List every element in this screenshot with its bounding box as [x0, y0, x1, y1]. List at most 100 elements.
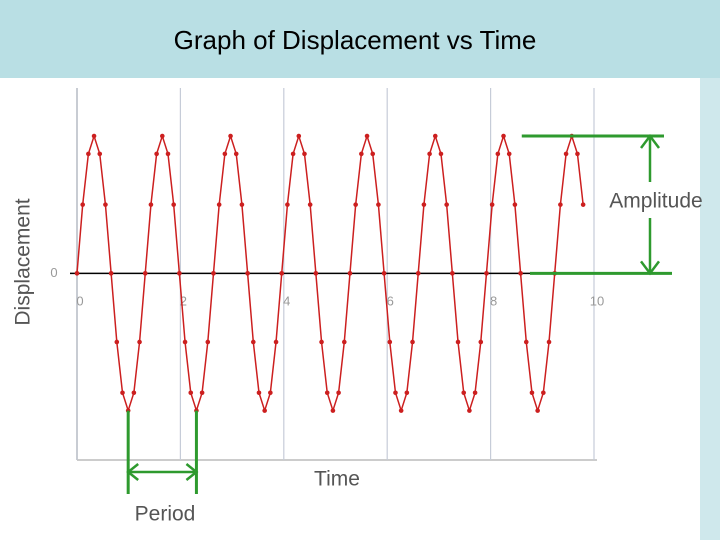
point	[438, 151, 444, 157]
point	[580, 202, 586, 207]
y-tick-label: 0	[50, 265, 57, 280]
point	[324, 390, 330, 396]
point	[523, 339, 529, 345]
amplitude-label: Amplitude	[609, 190, 702, 213]
point	[353, 202, 358, 207]
point	[330, 408, 336, 413]
point	[177, 271, 182, 276]
point	[421, 202, 427, 207]
point	[370, 151, 376, 157]
point	[518, 271, 523, 276]
point	[114, 339, 120, 345]
point	[216, 202, 222, 207]
point	[91, 133, 97, 139]
point	[546, 339, 552, 345]
point	[80, 202, 85, 207]
point	[359, 151, 364, 157]
point	[444, 202, 449, 207]
point	[279, 271, 285, 276]
point	[341, 339, 347, 345]
point	[137, 339, 142, 345]
point	[415, 271, 421, 276]
point	[142, 271, 148, 276]
point	[160, 133, 165, 139]
point	[262, 408, 267, 413]
point	[307, 202, 313, 207]
title-bar	[0, 0, 720, 78]
point	[245, 271, 250, 276]
x-tick-label: 2	[180, 293, 187, 308]
point	[529, 390, 535, 396]
point	[410, 339, 415, 345]
point	[376, 202, 381, 207]
amplitude-arrowhead	[640, 133, 660, 276]
point	[467, 408, 472, 413]
point	[188, 390, 194, 396]
point	[233, 151, 239, 157]
point	[120, 390, 125, 396]
point	[563, 151, 569, 157]
point	[171, 202, 176, 207]
point	[450, 271, 455, 276]
point	[319, 339, 324, 345]
title: Graph of Displacement vs Time	[174, 25, 537, 55]
point	[103, 202, 108, 207]
point	[398, 408, 404, 413]
x-tick-label: 4	[283, 293, 290, 308]
x-tick-label: 8	[490, 293, 497, 308]
point	[432, 133, 438, 139]
point	[205, 339, 211, 345]
point	[273, 339, 279, 345]
point	[364, 133, 370, 139]
point	[211, 271, 216, 276]
y-axis-label: Displacement	[12, 198, 35, 325]
point	[558, 202, 563, 207]
point	[535, 408, 540, 413]
point	[86, 151, 91, 157]
point	[74, 271, 80, 276]
point	[484, 271, 489, 276]
point	[489, 202, 495, 207]
point	[97, 151, 103, 157]
point	[427, 151, 432, 157]
point	[154, 151, 159, 157]
x-tick-label: 10	[590, 293, 604, 308]
point	[381, 271, 387, 276]
point	[131, 390, 137, 396]
period-arrowhead	[126, 463, 199, 481]
point	[228, 133, 233, 139]
point	[501, 133, 506, 139]
point	[313, 271, 319, 276]
point	[148, 202, 154, 207]
point	[285, 202, 290, 207]
point	[575, 151, 580, 157]
point	[393, 390, 398, 396]
point	[512, 202, 518, 207]
point	[290, 151, 296, 157]
point	[256, 390, 262, 396]
point	[404, 390, 410, 396]
point	[199, 390, 205, 396]
point	[541, 390, 546, 396]
x-tick-label: 6	[387, 293, 394, 308]
point	[478, 339, 484, 345]
point	[302, 151, 307, 157]
point	[336, 390, 341, 396]
point	[165, 151, 171, 157]
point	[495, 151, 501, 157]
x-axis-label: Time	[314, 468, 360, 491]
point	[506, 151, 512, 157]
point	[472, 390, 478, 396]
point	[296, 133, 302, 139]
point	[108, 271, 114, 276]
point	[347, 271, 353, 276]
x-tick-label: 0	[76, 293, 83, 308]
point	[239, 202, 245, 207]
point	[222, 151, 228, 157]
point	[461, 390, 467, 396]
line	[76, 133, 584, 414]
period-label: Period	[135, 503, 196, 526]
point	[250, 339, 256, 345]
